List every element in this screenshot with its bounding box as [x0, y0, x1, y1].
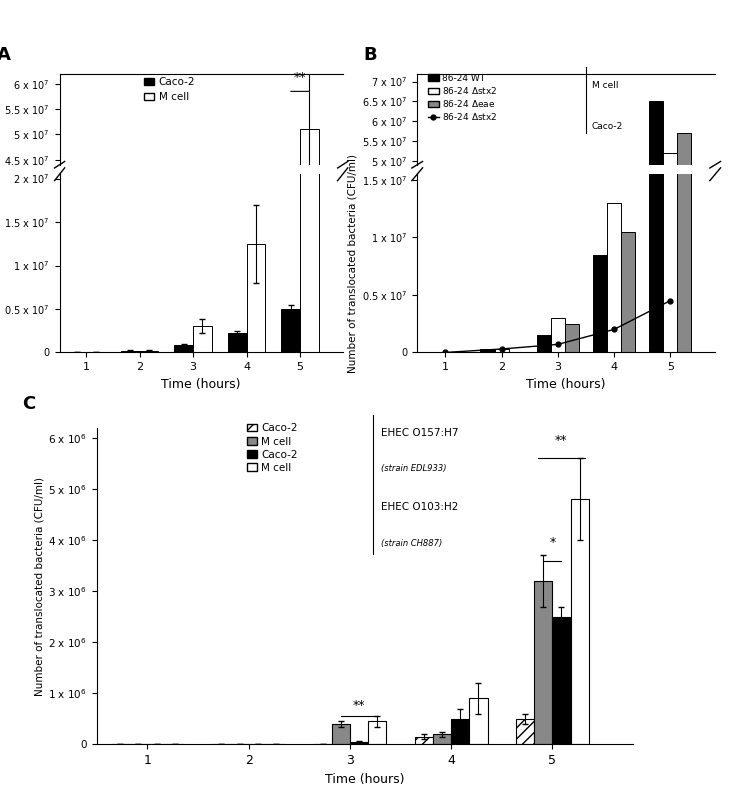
Bar [495, 349, 509, 352]
Bar [649, 101, 663, 359]
Bar [593, 255, 607, 352]
Bar [368, 722, 387, 744]
Text: C: C [22, 394, 35, 413]
Bar [534, 581, 552, 744]
Legend: Caco-2, M cell, Caco-2, M cell: Caco-2, M cell, Caco-2, M cell [247, 424, 298, 473]
Bar [565, 324, 579, 352]
Bar [536, 335, 551, 352]
Text: **: ** [294, 70, 306, 84]
Bar [607, 307, 621, 359]
Bar [552, 617, 571, 744]
Bar [332, 724, 350, 744]
Bar [663, 0, 677, 352]
Bar [228, 333, 247, 352]
X-axis label: Time (hours): Time (hours) [326, 773, 405, 786]
Bar [621, 232, 635, 352]
Legend: Caco-2, M cell: Caco-2, M cell [144, 77, 195, 102]
Bar [536, 353, 551, 359]
Bar [621, 317, 635, 359]
Bar [593, 325, 607, 359]
Bar [433, 734, 451, 744]
Bar [451, 719, 469, 744]
Bar [282, 309, 300, 352]
Text: (strain CH887): (strain CH887) [381, 539, 443, 547]
Legend: 86-24 WT, 86-24 $\Delta$stx2, 86-24 $\Delta$eae, 86-24 $\Delta$stx2: 86-24 WT, 86-24 $\Delta$stx2, 86-24 $\De… [428, 74, 498, 123]
Text: **: ** [352, 699, 365, 712]
Bar [607, 203, 621, 352]
Bar [193, 372, 212, 387]
Bar [174, 345, 193, 352]
Bar [551, 347, 565, 359]
Bar [247, 324, 265, 387]
Bar [300, 0, 319, 352]
Bar [481, 358, 495, 359]
Text: M cell: M cell [592, 81, 618, 90]
Bar [469, 699, 487, 744]
Bar [495, 358, 509, 359]
Text: Caco-2: Caco-2 [592, 122, 623, 131]
Bar [228, 376, 247, 387]
Bar [649, 0, 663, 352]
X-axis label: Time (hours): Time (hours) [527, 378, 606, 390]
Text: **: ** [555, 434, 568, 447]
Bar [174, 383, 193, 387]
Bar [565, 349, 579, 359]
Text: B: B [364, 46, 377, 64]
Text: EHEC O103:H2: EHEC O103:H2 [381, 502, 458, 512]
Bar [121, 351, 140, 352]
Y-axis label: Number of translocated bacteria (CFU/ml): Number of translocated bacteria (CFU/ml) [34, 477, 44, 695]
Bar [481, 349, 495, 352]
Bar [677, 0, 691, 352]
Bar [193, 326, 212, 352]
Bar [140, 386, 159, 387]
Text: *: * [549, 536, 556, 550]
X-axis label: Time (hours): Time (hours) [162, 378, 241, 390]
Text: EHEC O157:H7: EHEC O157:H7 [381, 428, 459, 438]
Bar [300, 129, 319, 387]
Bar [350, 742, 368, 744]
Bar [415, 737, 433, 744]
Y-axis label: Number of translocated bacteria (CFU/ml): Number of translocated bacteria (CFU/ml) [348, 154, 358, 373]
Bar [516, 719, 534, 744]
Bar [121, 386, 140, 387]
Bar [571, 499, 589, 744]
Bar [282, 362, 300, 387]
Bar [140, 351, 159, 352]
Bar [677, 133, 691, 359]
Text: (strain EDL933): (strain EDL933) [381, 464, 447, 473]
Bar [247, 244, 265, 352]
Bar [551, 318, 565, 352]
Text: A: A [0, 46, 11, 64]
Bar [663, 153, 677, 359]
